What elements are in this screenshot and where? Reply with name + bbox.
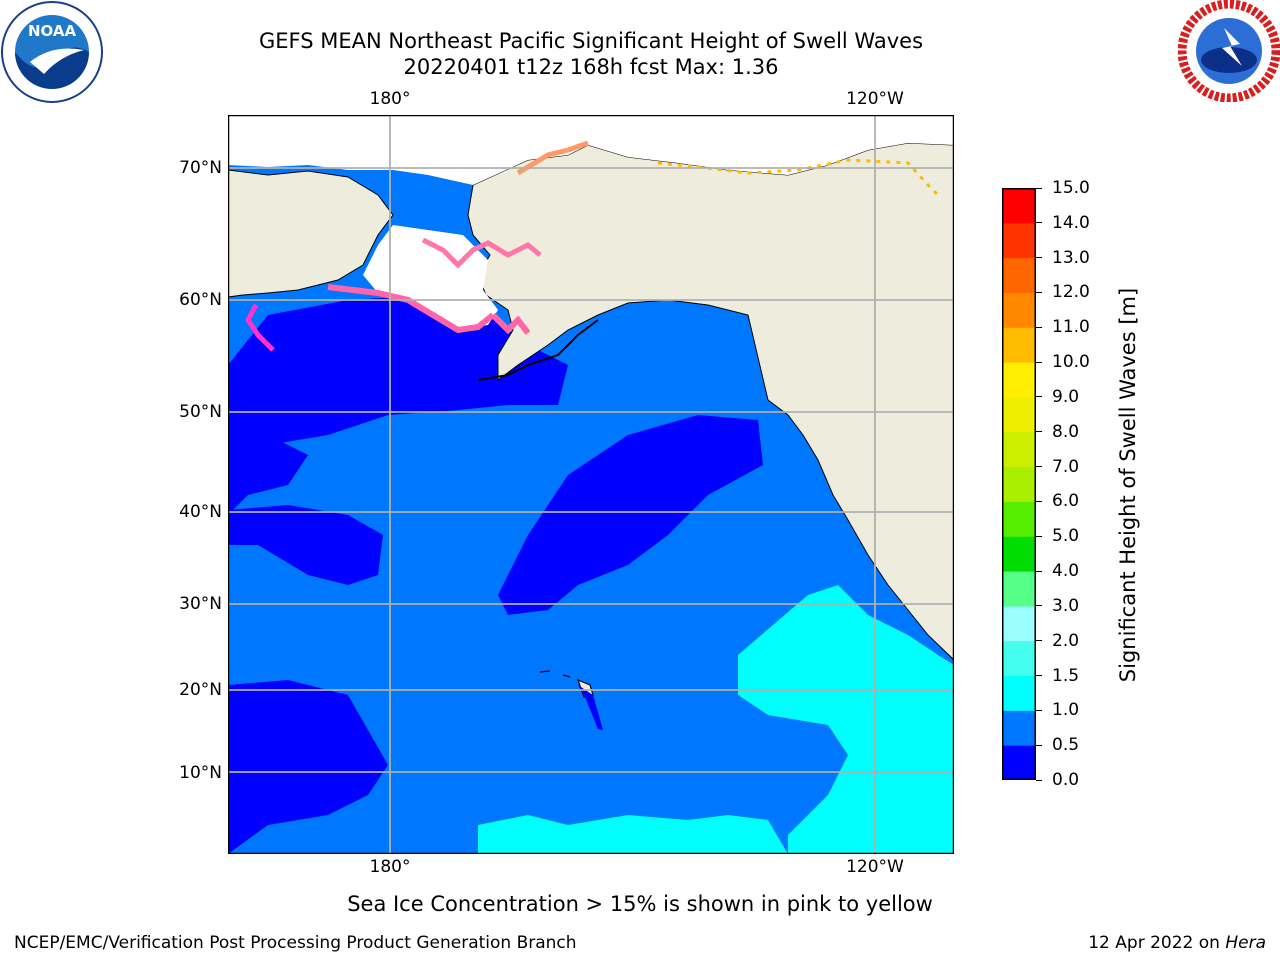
colorbar-tick-mark xyxy=(1036,326,1042,328)
colorbar-bin xyxy=(1002,675,1036,711)
aleutian-islands xyxy=(477,319,599,381)
colorbar-tick-mark xyxy=(1036,744,1042,746)
lat-tick-20n: 20°N xyxy=(179,680,222,700)
noaa-logo: NOAA xyxy=(1,1,103,103)
lat-tick-70n: 70°N xyxy=(179,158,222,178)
colorbar-tick-mark xyxy=(1036,291,1042,293)
mod-swell-south xyxy=(478,815,788,854)
nws-logo xyxy=(1178,0,1280,102)
colorbar-tick-label: 1.5 xyxy=(1052,665,1080,686)
colorbar-label: Significant Height of Swell Waves [m] xyxy=(1116,287,1140,683)
gridlines xyxy=(228,115,954,854)
sea-ice-kamchatka xyxy=(245,303,275,352)
colorbar-tick-mark xyxy=(1036,605,1042,607)
colorbar-tick-label: 11.0 xyxy=(1052,317,1090,338)
colorbar-tick-label: 5.0 xyxy=(1052,526,1080,547)
colorbar-bin xyxy=(1002,640,1036,677)
host-name: Hera xyxy=(1225,933,1266,953)
colorbar-tick-label: 12.0 xyxy=(1052,282,1090,303)
lon-tick-bottom-120w: 120°W xyxy=(846,857,904,877)
colorbar-tick-mark xyxy=(1036,675,1042,677)
colorbar-bin xyxy=(1002,188,1036,224)
sea-ice-norton xyxy=(421,237,542,269)
sea-ice-bering xyxy=(327,284,531,335)
lat-tick-30n: 30°N xyxy=(179,594,222,614)
land-siberia xyxy=(228,169,394,298)
colorbar-bin xyxy=(1002,466,1036,502)
chart-subtitle: 20220401 t12z 168h fcst Max: 1.36 xyxy=(403,55,779,79)
lat-tick-40n: 40°N xyxy=(179,502,222,522)
low-swell-central xyxy=(498,415,763,615)
colorbar-tick-label: 9.0 xyxy=(1052,386,1080,407)
colorbar-frame xyxy=(1002,188,1036,780)
colorbar-bin xyxy=(1002,710,1036,746)
low-swell-west xyxy=(228,415,308,515)
colorbar-tick-mark xyxy=(1036,640,1042,642)
colorbar-tick-label: 15.0 xyxy=(1052,178,1090,198)
colorbar-tick-label: 13.0 xyxy=(1052,247,1090,268)
date-text: 12 Apr 2022 on Hera xyxy=(1088,933,1266,953)
colorbar-tick-label: 1.0 xyxy=(1052,700,1080,721)
colorbar-tick-label: 7.0 xyxy=(1052,456,1080,477)
colorbar-tick-mark xyxy=(1036,257,1042,259)
colorbar-tick-label: 0.5 xyxy=(1052,735,1080,756)
sea-ice-note: Sea Ice Concentration > 15% is shown in … xyxy=(347,892,933,916)
colorbar-bin xyxy=(1002,536,1036,572)
colorbar-tick-mark xyxy=(1036,500,1042,502)
lon-tick-bottom-180: 180° xyxy=(369,857,411,877)
colorbar-tick-mark xyxy=(1036,779,1042,781)
colorbar-bin xyxy=(1002,431,1036,468)
colorbar-bin xyxy=(1002,605,1036,642)
colorbar-tick-label: 0.0 xyxy=(1052,770,1080,790)
colorbar-tick-mark xyxy=(1036,396,1042,398)
low-swell-north xyxy=(228,295,568,445)
colorbar-tick-label: 8.0 xyxy=(1052,421,1080,442)
chart-title: GEFS MEAN Northeast Pacific Significant … xyxy=(258,29,924,53)
colorbar-bin xyxy=(1002,292,1036,328)
colorbar-tick-label: 10.0 xyxy=(1052,352,1090,373)
map-frame xyxy=(228,115,954,854)
colorbar-tick-label: 3.0 xyxy=(1052,595,1080,616)
colorbar-tick-mark xyxy=(1036,187,1042,189)
colorbar-bin xyxy=(1002,327,1036,363)
colorbar-tick-mark xyxy=(1036,709,1042,711)
colorbar-tick-label: 14.0 xyxy=(1052,212,1090,233)
lat-tick-60n: 60°N xyxy=(179,290,222,310)
colorbar-tick-label: 4.0 xyxy=(1052,561,1080,582)
low-swell-southwest xyxy=(228,680,388,854)
colorbar-bin xyxy=(1002,222,1036,259)
colorbar-tick-mark xyxy=(1036,535,1042,537)
lon-tick-top-120w: 120°W xyxy=(846,89,904,109)
colorbar-tick-mark xyxy=(1036,361,1042,363)
colorbar-tick-label: 2.0 xyxy=(1052,630,1080,651)
colorbar-tick-label: 6.0 xyxy=(1052,491,1080,512)
sea-ice-chukchi xyxy=(516,140,589,176)
swell-height-map xyxy=(228,115,954,854)
low-swell-westcentral xyxy=(228,505,383,585)
bering-sea-ice-region xyxy=(363,225,498,330)
lat-tick-10n: 10°N xyxy=(179,763,222,783)
colorbar-tick-mark xyxy=(1036,466,1042,468)
colorbar-tick-mark xyxy=(1036,222,1042,224)
noaa-logo-text: NOAA xyxy=(28,22,77,40)
colorbar-bin xyxy=(1002,396,1036,433)
colorbar-bin xyxy=(1002,257,1036,293)
colorbar-bin xyxy=(1002,501,1036,537)
mod-swell-east xyxy=(738,585,954,854)
colorbar-tick-mark xyxy=(1036,570,1042,572)
colorbar-bin xyxy=(1002,362,1036,398)
colorbar xyxy=(1002,188,1036,780)
credit-text: NCEP/EMC/Verification Post Processing Pr… xyxy=(14,933,577,953)
date-value: 12 Apr 2022 on xyxy=(1088,933,1220,953)
hawaii-wake xyxy=(578,685,603,730)
lon-tick-top-180: 180° xyxy=(369,89,411,109)
colorbar-tick-mark xyxy=(1036,431,1042,433)
colorbar-bin xyxy=(1002,571,1036,607)
colorbar-bin xyxy=(1002,745,1036,780)
lat-tick-50n: 50°N xyxy=(179,402,222,422)
